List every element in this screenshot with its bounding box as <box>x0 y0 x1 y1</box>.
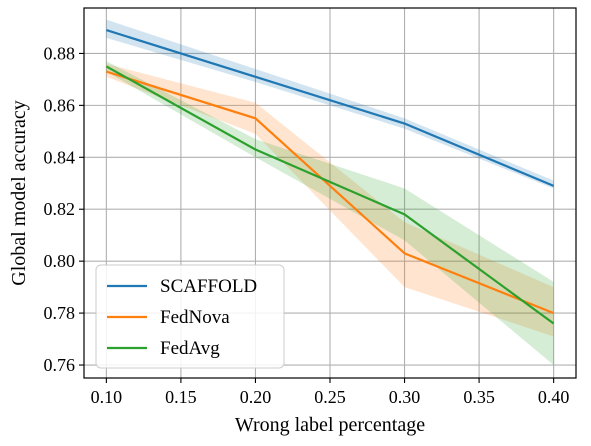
line-fednova <box>106 70 555 315</box>
x-tick-label: 0.15 <box>165 387 197 407</box>
y-tick-label: 0.80 <box>44 251 76 271</box>
y-axis-label: Global model accuracy <box>8 100 30 285</box>
line-scaffold <box>106 29 555 187</box>
x-axis-label: Wrong label percentage <box>235 414 425 436</box>
x-tick-label: 0.30 <box>389 387 421 407</box>
legend-label-scaffold: SCAFFOLD <box>160 276 257 297</box>
x-tick-label: 0.10 <box>91 387 123 407</box>
legend: SCAFFOLD FedNova FedAvg <box>95 264 285 369</box>
legend-box <box>95 264 285 369</box>
axis-ticks: 0.10 0.15 0.20 0.25 0.30 0.35 0.40 0.76 0.78 0.80… <box>44 43 570 407</box>
y-tick-label: 0.88 <box>44 43 76 63</box>
grid-lines <box>84 8 576 378</box>
y-tick-label: 0.84 <box>44 147 76 167</box>
y-tick-label: 0.78 <box>44 303 76 323</box>
legend-label-fednova: FedNova <box>160 307 230 328</box>
x-tick-label: 0.20 <box>240 387 272 407</box>
y-tick-label: 0.86 <box>44 95 76 115</box>
y-tick-label: 0.76 <box>44 355 76 375</box>
x-tick-label: 0.40 <box>538 387 570 407</box>
legend-label-fedavg: FedAvg <box>160 338 220 359</box>
line-fedavg <box>105 65 555 325</box>
series-lines <box>105 29 555 325</box>
x-tick-label: 0.35 <box>463 387 495 407</box>
x-tick-label: 0.25 <box>314 387 346 407</box>
band-scaffold <box>106 19 554 189</box>
y-tick-label: 0.82 <box>44 199 76 219</box>
